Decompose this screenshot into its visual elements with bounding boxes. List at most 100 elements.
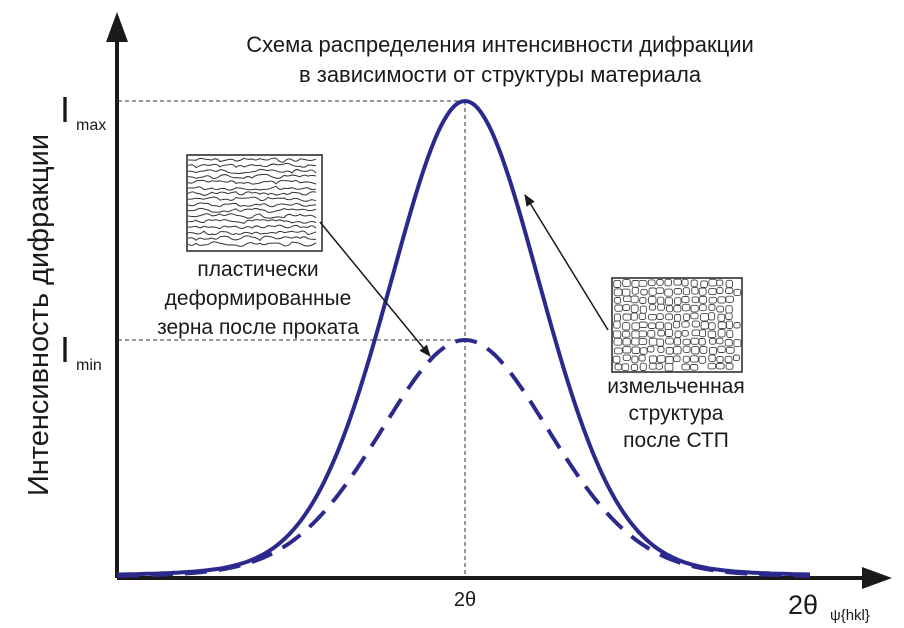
grain-cell xyxy=(691,305,698,312)
grain-cell xyxy=(615,364,622,370)
grain-cell xyxy=(632,281,639,288)
grain-cell xyxy=(701,281,708,288)
grain-cell xyxy=(614,298,620,304)
grain-cell xyxy=(692,321,699,327)
annotation-line: измельченная xyxy=(607,375,744,398)
grain-cell xyxy=(734,340,741,347)
grain-cell xyxy=(624,296,632,302)
grain-cell xyxy=(648,280,655,286)
grain-cell xyxy=(657,339,664,346)
grain-cell xyxy=(699,296,706,303)
grain-cell xyxy=(716,338,723,344)
grain-cell xyxy=(614,314,620,321)
grain-cell xyxy=(692,297,699,303)
grain-cell xyxy=(726,363,733,369)
grain-cell xyxy=(649,363,656,369)
grain-cell xyxy=(649,338,657,345)
grain-cell xyxy=(717,288,723,294)
grain-cell xyxy=(640,298,646,304)
grain-cell xyxy=(613,356,620,363)
peak-label: 2θ xyxy=(454,589,476,611)
grain-cell xyxy=(691,356,699,362)
grain-cell xyxy=(623,347,631,353)
grain-cell xyxy=(709,305,715,311)
grain-cell xyxy=(649,305,655,311)
grain-cell xyxy=(682,322,689,328)
grain-cell xyxy=(718,297,726,303)
grain-cell xyxy=(674,338,680,345)
grain-cell xyxy=(639,339,647,345)
grain-cell xyxy=(717,356,723,362)
annotation-line: зерна после проката xyxy=(157,316,359,339)
grain-cell xyxy=(623,280,631,287)
grain-cell xyxy=(623,355,630,361)
grain-cell xyxy=(640,348,647,355)
grain-cell xyxy=(649,288,656,295)
grain-cell xyxy=(623,305,630,311)
x-arrow xyxy=(862,567,892,589)
grain-cell xyxy=(665,279,672,286)
level-symbol: I xyxy=(60,329,70,370)
grain-cell xyxy=(631,364,637,370)
grain-cell xyxy=(615,305,623,311)
arrow-right xyxy=(525,195,608,330)
grain-cell xyxy=(648,331,655,338)
grain-cell xyxy=(734,289,741,295)
deformed-grains-image xyxy=(187,155,322,251)
y-axis-label: Интенсивность дифракции xyxy=(23,134,55,496)
grain-cell xyxy=(658,347,664,353)
grain-cell xyxy=(631,296,638,303)
grain-cell xyxy=(639,331,647,337)
grain-cell xyxy=(726,280,732,287)
y-arrow xyxy=(106,12,128,42)
grain-cell xyxy=(699,288,706,295)
annotation-line: после СТП xyxy=(623,429,729,452)
grain-cell xyxy=(700,330,706,337)
grain-cell xyxy=(718,314,725,321)
grain-cell xyxy=(639,313,645,319)
grain-cell xyxy=(614,289,622,296)
grain-cell xyxy=(613,331,621,338)
grain-cell xyxy=(726,347,734,353)
grain-cell xyxy=(691,280,697,287)
grain-cell xyxy=(709,355,716,362)
grain-cell xyxy=(717,306,724,312)
title-line: Схема распределения интенсивности дифрак… xyxy=(246,32,754,57)
grain-cell xyxy=(727,330,733,337)
grain-cell xyxy=(675,315,681,322)
grain-cell xyxy=(666,314,673,320)
grain-cell xyxy=(657,314,664,320)
grain-cell xyxy=(673,321,679,328)
grain-cell xyxy=(648,323,655,329)
grain-cell xyxy=(709,323,716,330)
grain-cell xyxy=(727,321,733,328)
grain-cell xyxy=(639,355,645,361)
grain-cell xyxy=(717,280,723,286)
grain-cell xyxy=(648,297,656,304)
grain-cell xyxy=(640,306,646,313)
grain-cell xyxy=(658,330,665,336)
grain-cell xyxy=(692,287,698,294)
grain-cell xyxy=(639,322,647,328)
grain-cell xyxy=(614,338,622,345)
grain-cell xyxy=(632,347,639,354)
grain-cell xyxy=(700,305,707,311)
grain-cell xyxy=(632,331,640,338)
annotation-line: пластически xyxy=(197,258,318,281)
diagram: Схема распределения интенсивности дифрак… xyxy=(0,0,904,628)
grain-cell xyxy=(656,322,664,329)
grain-cell xyxy=(683,346,690,352)
grain-cell xyxy=(709,288,717,294)
grain-cell xyxy=(725,340,732,347)
grain-cell xyxy=(691,313,698,319)
grain-cell xyxy=(648,314,656,320)
grain-cell xyxy=(726,306,733,314)
grain-cell xyxy=(726,313,733,319)
grain-cell xyxy=(675,331,681,337)
grain-cell xyxy=(675,298,681,305)
grain-cell xyxy=(726,296,734,302)
grain-cell xyxy=(684,314,690,321)
grain-cell xyxy=(657,280,664,286)
grain-cell xyxy=(701,314,709,321)
grain-cell xyxy=(658,304,665,310)
